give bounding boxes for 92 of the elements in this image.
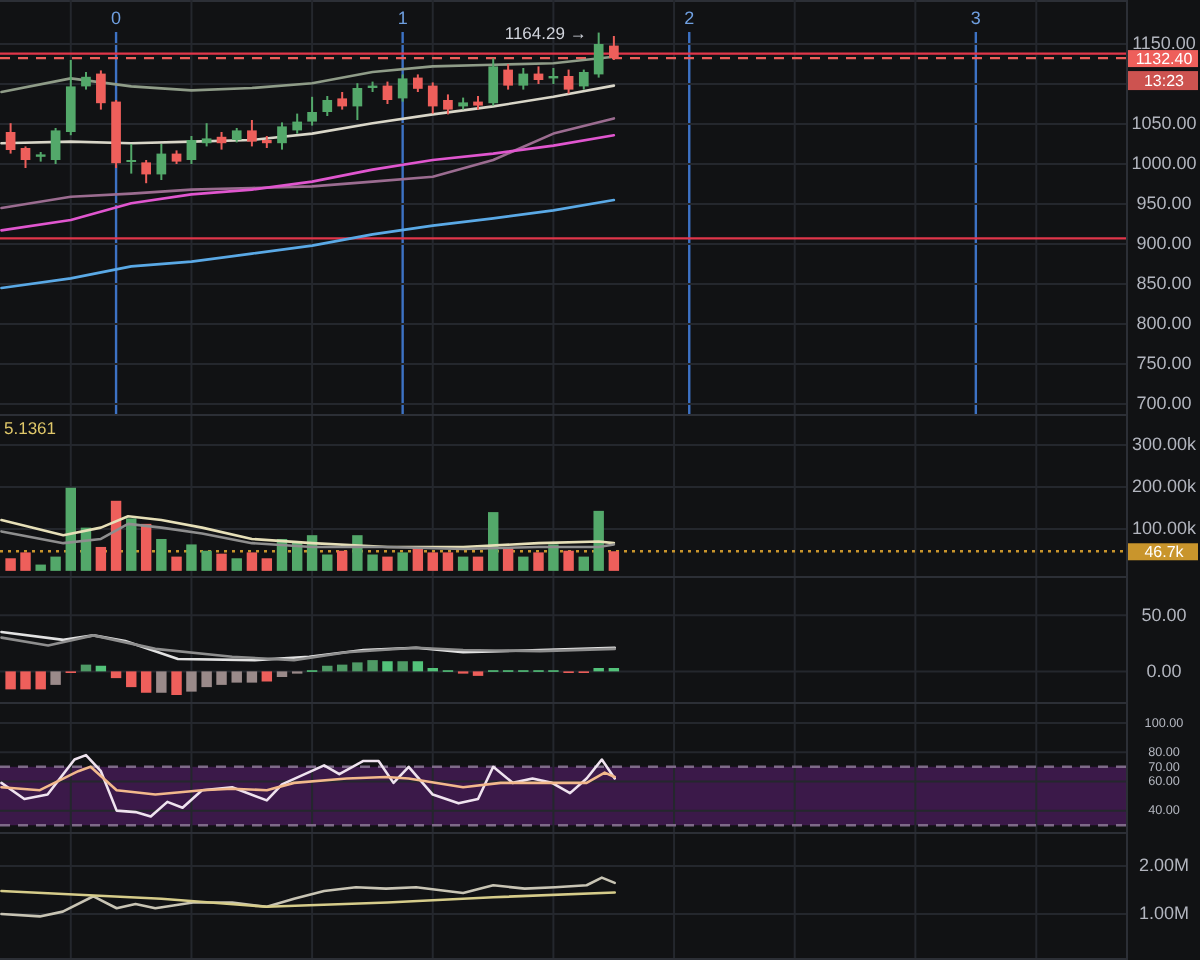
text: 13:23 xyxy=(1143,72,1186,91)
bar xyxy=(156,538,167,571)
line-series xyxy=(0,753,617,818)
line-series xyxy=(0,522,616,551)
candlestick xyxy=(382,80,393,105)
y-tick-label: 1000.00 xyxy=(1131,153,1197,174)
bar xyxy=(261,558,273,571)
line-series xyxy=(0,515,616,549)
line-series xyxy=(0,198,616,290)
x-tick-label: 3 xyxy=(970,8,981,28)
candlestick xyxy=(427,81,438,115)
bar xyxy=(457,556,469,571)
y-tick-label: 850.00 xyxy=(1136,273,1192,294)
annotation: 1164.29 → xyxy=(504,22,587,43)
y-tick-label: 300.00k xyxy=(1131,434,1198,455)
candlestick xyxy=(277,121,287,151)
candlestick xyxy=(292,112,303,135)
candlestick xyxy=(443,93,453,116)
bar xyxy=(95,546,107,571)
bar xyxy=(20,552,31,571)
candlestick xyxy=(503,63,513,91)
bar xyxy=(533,552,544,571)
candlestick xyxy=(307,95,317,127)
bar xyxy=(608,551,620,571)
bar xyxy=(35,564,46,571)
line-series xyxy=(0,889,617,909)
bar xyxy=(518,556,529,571)
bar xyxy=(563,550,574,571)
bar xyxy=(5,558,16,571)
bar xyxy=(367,554,378,571)
bar xyxy=(382,556,393,571)
x-tick-label: 0 xyxy=(111,8,122,28)
ref-line-label: 46.7k xyxy=(1144,543,1186,562)
bar xyxy=(427,552,438,571)
candlestick xyxy=(96,69,106,111)
line-series xyxy=(0,117,616,210)
y-tick-label: 50.00 xyxy=(1141,604,1187,625)
y-tick-label: 1.00M xyxy=(1138,903,1190,924)
y-tick-label: 2.00M xyxy=(1138,855,1190,876)
candlestick xyxy=(126,143,137,175)
bar xyxy=(201,550,212,571)
candlestick xyxy=(352,82,363,121)
line-series xyxy=(0,133,616,232)
candlestick xyxy=(65,59,76,137)
y-tick-label: 950.00 xyxy=(1136,193,1192,214)
x-tick-label: 1 xyxy=(397,8,408,28)
candlestick xyxy=(518,67,529,91)
bar xyxy=(140,523,152,571)
candlestick xyxy=(578,68,589,91)
candlestick xyxy=(247,119,257,148)
candlestick xyxy=(563,68,574,95)
bar xyxy=(126,518,137,571)
bar xyxy=(472,556,484,571)
candlestick xyxy=(397,73,408,103)
candlestick xyxy=(593,31,604,79)
y-tick-label: 1150.00 xyxy=(1132,33,1196,54)
y-tick-label: 0.00 xyxy=(1146,660,1182,681)
candlestick xyxy=(322,95,333,117)
y-tick-label: 200.00k xyxy=(1131,476,1198,497)
bar xyxy=(336,550,348,571)
bar xyxy=(593,510,604,571)
candlestick xyxy=(141,159,151,185)
line-series xyxy=(0,765,617,796)
annotation: 5.1361 xyxy=(4,418,57,438)
bar xyxy=(578,556,589,571)
bar xyxy=(65,487,76,571)
bar xyxy=(246,552,258,571)
y-tick-label: 1050.00 xyxy=(1131,113,1197,134)
bar xyxy=(548,544,559,571)
bar xyxy=(231,558,242,571)
y-tick-label: 100.00k xyxy=(1131,518,1198,539)
bar xyxy=(322,554,333,571)
bar xyxy=(50,556,61,571)
bar xyxy=(397,552,408,571)
candlestick xyxy=(488,57,499,107)
bar xyxy=(186,544,197,571)
y-tick-label: 750.00 xyxy=(1136,353,1192,374)
ref-line-label: 1132.40 xyxy=(1135,49,1194,68)
bar xyxy=(442,552,454,571)
candlestick xyxy=(186,135,197,165)
x-tick-label: 2 xyxy=(684,8,695,28)
bar xyxy=(171,556,182,571)
y-tick-label: 900.00 xyxy=(1136,233,1192,254)
bar xyxy=(216,553,227,571)
y-tick-label: 800.00 xyxy=(1136,313,1192,334)
candlestick xyxy=(50,127,61,165)
candlestick xyxy=(201,122,212,148)
candlestick xyxy=(5,122,16,155)
candlestick xyxy=(20,145,31,169)
candlestick xyxy=(156,143,167,181)
y-tick-label: 700.00 xyxy=(1136,393,1192,414)
line-series xyxy=(0,876,617,918)
